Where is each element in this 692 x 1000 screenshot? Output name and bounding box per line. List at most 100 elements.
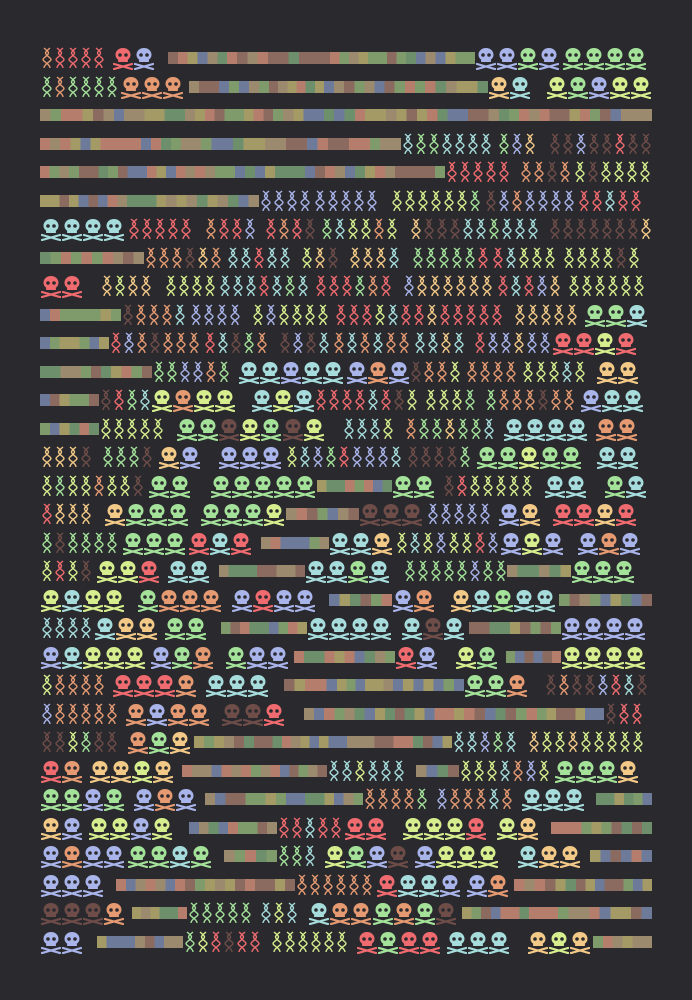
skull-crossbones-icon [162, 73, 183, 102]
skull-crossbones-icon [569, 928, 590, 957]
dna-helix-icon [372, 215, 385, 244]
dna-helix-icon [440, 130, 453, 159]
dna-helix-icon [371, 329, 384, 358]
dna-helix-icon [359, 215, 372, 244]
skull-crossbones-icon [423, 814, 444, 843]
dna-helix-icon [313, 187, 326, 216]
dna-helix-icon [165, 358, 178, 387]
dna-helix-icon [79, 671, 92, 700]
dna-helix-icon [270, 272, 283, 301]
dna-helix-icon [605, 728, 618, 757]
dna-helix-icon [355, 415, 368, 444]
dna-helix-icon [461, 785, 474, 814]
skull-crossbones-icon [475, 44, 496, 73]
skull-crossbones-icon [387, 842, 408, 871]
dna-helix-icon [321, 871, 334, 900]
dna-helix-icon [458, 158, 471, 187]
dna-helix-icon [548, 272, 561, 301]
skull-crossbones-icon [103, 643, 124, 672]
skull-crossbones-icon [61, 272, 82, 301]
dna-helix-icon [122, 329, 135, 358]
dna-helix-icon [586, 158, 599, 187]
skull-crossbones-icon [167, 557, 188, 586]
dna-helix-icon [560, 358, 573, 387]
gene-bar [147, 166, 195, 178]
skull-crossbones-icon [521, 529, 542, 558]
skull-crossbones-icon [517, 814, 538, 843]
skull-crossbones-icon [231, 472, 252, 501]
dna-helix-icon [632, 272, 645, 301]
skull-crossbones-icon [242, 700, 263, 729]
dna-helix-icon [415, 785, 428, 814]
skull-crossbones-icon [205, 671, 226, 700]
dna-helix-icon [303, 215, 316, 244]
gene-bar [337, 679, 393, 691]
dna-helix-icon [401, 130, 414, 159]
skull-crossbones-icon [40, 643, 61, 672]
skull-crossbones-icon [439, 871, 460, 900]
dna-helix-icon [196, 244, 209, 273]
skull-crossbones-icon [588, 73, 609, 102]
dna-helix-icon [399, 301, 412, 330]
skull-crossbones-icon [596, 757, 617, 786]
skull-crossbones-icon [392, 472, 413, 501]
dna-helix-icon [535, 272, 548, 301]
dna-helix-icon [472, 757, 485, 786]
gene-bar [254, 736, 319, 748]
skull-crossbones-icon [82, 899, 103, 928]
dna-helix-icon [387, 244, 400, 273]
gene-bar [506, 650, 561, 663]
dna-helix-icon [100, 272, 113, 301]
dna-helix-icon [424, 386, 437, 415]
dna-helix-icon [478, 500, 491, 529]
gene-bar [132, 907, 187, 919]
gene-bar [576, 878, 652, 891]
dna-helix-icon [429, 557, 442, 586]
gene-bar [395, 166, 445, 178]
skull-crossbones-icon [596, 358, 617, 387]
skull-crossbones-icon [175, 671, 196, 700]
dna-helix-icon [463, 244, 476, 273]
dna-helix-icon [235, 928, 248, 957]
gene-bar [384, 736, 452, 748]
skull-crossbones-icon [230, 529, 251, 558]
dna-helix-icon [510, 386, 523, 415]
dna-helix-icon [226, 899, 239, 928]
skull-crossbones-icon [324, 842, 345, 871]
dna-helix-icon [406, 443, 419, 472]
dna-helix-icon [277, 814, 290, 843]
skull-crossbones-icon [583, 44, 604, 73]
skull-crossbones-icon [112, 44, 133, 73]
skull-crossbones-icon [179, 586, 200, 615]
dna-helix-icon [397, 329, 410, 358]
dna-helix-icon [494, 472, 507, 501]
skull-crossbones-icon [582, 643, 603, 672]
skull-crossbones-icon [422, 614, 443, 643]
gene-bar [40, 308, 121, 321]
skull-crossbones-icon [328, 614, 349, 643]
skull-crossbones-icon [260, 415, 281, 444]
dna-helix-icon [403, 557, 416, 586]
skull-crossbones-icon [503, 415, 524, 444]
skull-crossbones-icon [402, 814, 423, 843]
dna-helix-icon [118, 472, 131, 501]
skull-crossbones-icon [61, 871, 82, 900]
dna-helix-icon [334, 301, 347, 330]
dna-helix-icon [527, 728, 540, 757]
gene-bar [514, 878, 576, 891]
dna-helix-icon [53, 500, 66, 529]
skull-crossbones-icon [61, 586, 82, 615]
dna-helix-icon [392, 386, 405, 415]
dna-helix-icon [121, 301, 134, 330]
dna-helix-icon [561, 130, 574, 159]
dna-helix-icon [105, 73, 118, 102]
dna-helix-icon [183, 928, 196, 957]
dna-helix-icon [66, 500, 79, 529]
dna-helix-icon [113, 272, 126, 301]
dna-helix-icon [412, 301, 425, 330]
dna-helix-icon [317, 329, 330, 358]
skull-crossbones-icon [497, 443, 518, 472]
dna-helix-icon [384, 329, 397, 358]
gene-bar [116, 878, 195, 891]
skull-crossbones-icon [617, 358, 638, 387]
